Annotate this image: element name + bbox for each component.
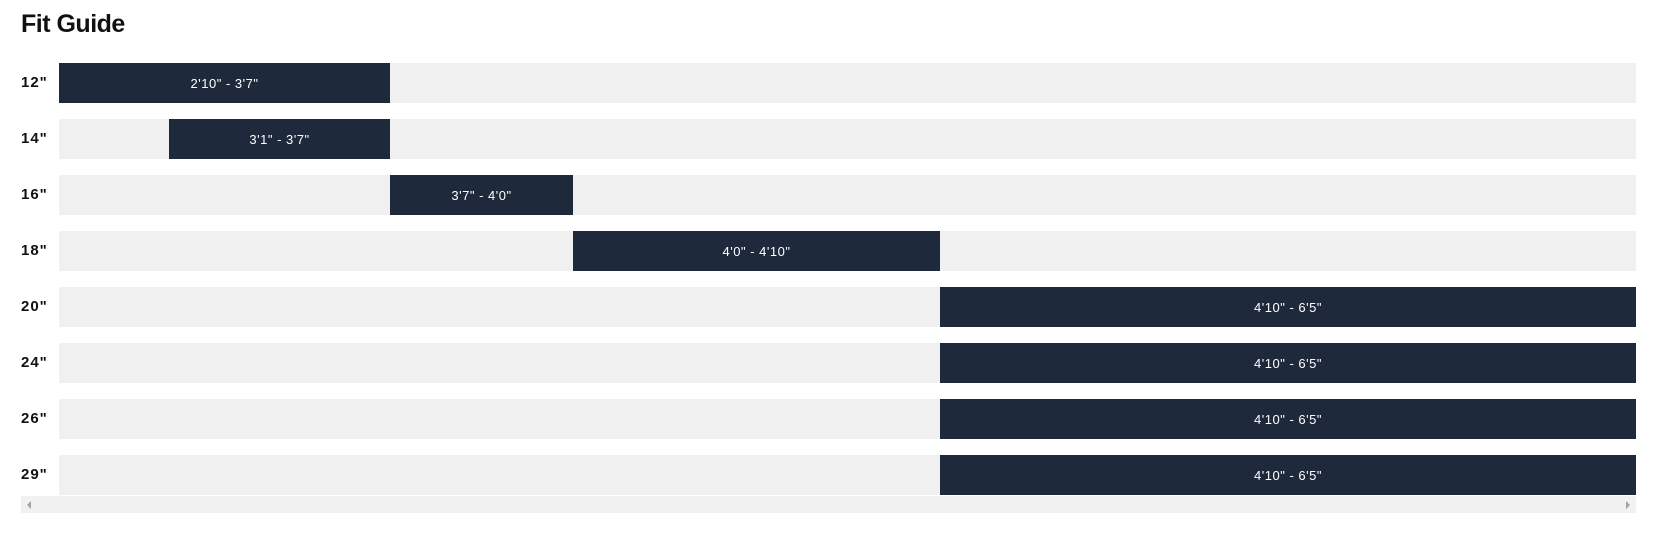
range-track: 3'1" - 3'7"	[59, 119, 1636, 159]
range-bar: 4'10" - 6'5"	[940, 399, 1636, 439]
size-label: 24"	[21, 354, 48, 371]
range-track: 4'10" - 6'5"	[59, 287, 1636, 327]
title: Fit Guide	[21, 10, 125, 38]
range-bar: 2'10" - 3'7"	[59, 63, 390, 103]
size-label: 14"	[21, 130, 48, 147]
range-bar: 3'1" - 3'7"	[169, 119, 390, 159]
size-label: 20"	[21, 298, 48, 315]
size-label: 16"	[21, 186, 48, 203]
range-track: 4'10" - 6'5"	[59, 455, 1636, 495]
range-bar: 4'10" - 6'5"	[940, 287, 1636, 327]
range-track: 2'10" - 3'7"	[59, 63, 1636, 103]
range-bar: 3'7" - 4'0"	[390, 175, 573, 215]
size-label: 29"	[21, 466, 48, 483]
range-bar: 4'0" - 4'10"	[573, 231, 940, 271]
size-label: 26"	[21, 410, 48, 427]
scroll-right[interactable]	[1626, 501, 1630, 509]
range-track: 4'10" - 6'5"	[59, 399, 1636, 439]
range-track: 4'0" - 4'10"	[59, 231, 1636, 271]
size-label: 18"	[21, 242, 48, 259]
range-bar: 4'10" - 6'5"	[940, 343, 1636, 383]
scroll-left[interactable]	[27, 501, 31, 509]
range-track: 3'7" - 4'0"	[59, 175, 1636, 215]
horizontal-scrollbar[interactable]	[21, 496, 1636, 513]
size-label: 12"	[21, 74, 48, 91]
range-bar: 4'10" - 6'5"	[940, 455, 1636, 495]
range-track: 4'10" - 6'5"	[59, 343, 1636, 383]
